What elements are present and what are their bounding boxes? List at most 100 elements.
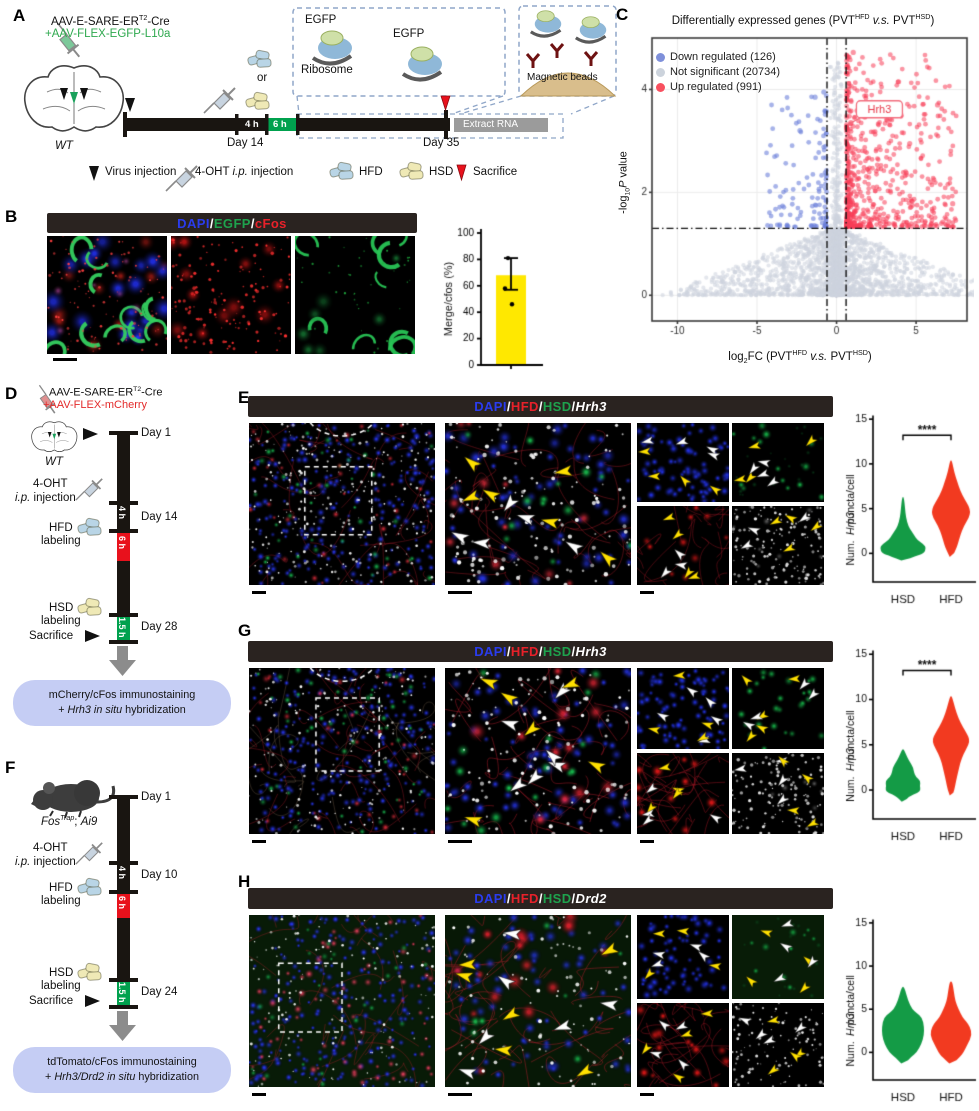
hsd-food-icon — [244, 91, 270, 110]
hfd-food-icon — [76, 877, 102, 896]
panel-f: F — [5, 752, 237, 1111]
hfd-food-icon — [76, 517, 102, 536]
day10-label: Day 10 — [141, 869, 178, 881]
c-title: Differentially expressed genes (PVTHFD v… — [671, 13, 935, 27]
panel-g: G DAPI / HFD / HSD / Hrh3 — [235, 615, 979, 855]
panel-h-label: H — [238, 872, 251, 891]
e-zoom-merged-image — [445, 423, 631, 585]
hfd-food-icon — [246, 49, 272, 68]
segment-4h-label: 4 h — [117, 506, 127, 520]
h-violin-plot — [843, 898, 979, 1106]
e-channel-header: DAPI / HFD / HSD / Hrh3 — [248, 396, 833, 417]
ribosome-label: Ribosome — [301, 64, 353, 76]
legend-hsd-label: HSD — [429, 166, 454, 178]
virus-injection-arrowhead-icon — [83, 428, 98, 440]
panel-b-label: B — [5, 207, 18, 226]
legend-sacrifice-arrowhead-icon — [456, 164, 467, 182]
e-dapi-channel-image — [637, 423, 729, 502]
d-protocol-line1: mCherry/cFos immunostaining — [48, 688, 196, 701]
scale-bar — [640, 591, 654, 594]
panel-b: B DAPI / EGFP / cFos — [5, 205, 605, 387]
h-zoom-merged-image — [445, 915, 631, 1087]
panel-f-diagram — [31, 780, 138, 1041]
legend-label: Up regulated (991) — [670, 81, 762, 93]
panel-d-diagram — [31, 384, 138, 676]
panel-d: D AAV-E-SARE-ERT2-Cre +AAV-FLEX-mCherry … — [5, 384, 237, 734]
legend-dot — [656, 67, 665, 77]
virus-construct-line2: +AAV-FLEX-mCherry — [43, 399, 148, 411]
g-dapi-channel-image — [637, 668, 729, 749]
e-hrh3-channel-image — [732, 506, 824, 585]
legend-item: Up regulated (991) — [656, 81, 780, 93]
b-channel-header: DAPI / EGFP / cFos — [47, 213, 417, 233]
hsd-segment — [267, 118, 297, 131]
legend-label: Down regulated (126) — [670, 51, 776, 63]
day24-label: Day 24 — [141, 986, 178, 998]
day1-label: Day 1 — [141, 427, 172, 439]
mouse-genotype-label: FosTrap; Ai9 — [41, 814, 98, 828]
b-merged-image — [47, 236, 167, 354]
hfd-label: HFD — [49, 882, 73, 894]
b-cfos-channel-image — [171, 236, 291, 354]
gray-arrow-icon — [109, 646, 136, 676]
virus-construct-line1: AAV-E-SARE-ERT2-Cre — [51, 14, 170, 28]
virus-construct-line1: AAV-E-SARE-ERT2-Cre — [49, 386, 163, 399]
gray-arrow-icon — [109, 1011, 136, 1041]
panel-a-label: A — [13, 6, 26, 25]
ribosome-icon — [311, 29, 354, 66]
extract-rna-box — [454, 118, 548, 132]
h-channel-header: DAPI / HFD / HSD / Drd2 — [248, 888, 833, 909]
g-overview-image — [249, 668, 435, 834]
hfd-label: HFD — [49, 522, 73, 534]
brain-icon — [23, 65, 125, 132]
sacrifice-arrowhead-icon — [85, 630, 100, 642]
legend-hfd-icon — [328, 161, 354, 180]
legend-virus-arrowhead-icon — [89, 166, 99, 181]
panel-h: H DAPI / HFD / HSD / Drd2 — [235, 858, 979, 1111]
hsd-food-icon — [76, 962, 102, 981]
extract-rna-label: Extract RNA — [463, 119, 519, 130]
legend-dot — [656, 82, 665, 92]
hfd-labeling-label: labeling — [41, 895, 81, 907]
oht-label-2: i.p. injection — [15, 492, 76, 504]
virus-construct-line2: +AAV-FLEX-EGFP-L10a — [45, 28, 171, 40]
scale-bar — [252, 591, 266, 594]
oht-label-1: 4-OHT — [33, 478, 68, 490]
segment-6h-label: 6 h — [117, 536, 127, 550]
sacrifice-label: Sacrifice — [29, 995, 74, 1007]
panel-f-label: F — [5, 758, 16, 777]
c-xlabel: log2FC (PVTHFD v.s. PVTHSD) — [728, 349, 872, 366]
legend-label: Not significant (20734) — [670, 66, 781, 78]
h-drd2-channel-image — [732, 1003, 824, 1087]
ribosome-inset-box — [292, 7, 506, 97]
panel-e: E DAPI / HFD / HSD / Hrh3 — [235, 388, 979, 612]
legend-hsd-icon — [398, 161, 424, 180]
segment-4h-label: 4 h — [245, 119, 259, 130]
h-dapi-channel-image — [637, 915, 729, 999]
magnetic-beads-shape — [519, 72, 617, 97]
segment-6h-label: 6 h — [273, 119, 287, 130]
hsd-food-icon — [76, 597, 102, 616]
oht-syringe-icon — [203, 87, 236, 114]
b-bar-chart — [433, 219, 583, 387]
panel-c: C Differentially expressed genes (PVTHFD… — [610, 5, 979, 377]
f-protocol-box: tdTomato/cFos immunostaining + Hrh3/Drd2… — [13, 1047, 231, 1093]
panel-a: A — [5, 5, 617, 202]
f-hsd-segment — [117, 980, 130, 1005]
scale-bar — [53, 358, 77, 361]
scale-bar — [252, 840, 266, 843]
segment-4h-label: 4 h — [117, 866, 127, 880]
mouse-icon — [31, 780, 116, 819]
hsd-label: HSD — [49, 967, 74, 979]
virus-injection-arrowhead-icon — [125, 98, 135, 112]
h-hfd-channel-image — [637, 1003, 729, 1087]
day14-label: Day 14 — [141, 511, 178, 523]
egfp-label-1: EGFP — [305, 14, 337, 26]
brain-icon — [31, 421, 78, 453]
scale-bar — [640, 840, 654, 843]
f-protocol-line2: + Hrh3/Drd2 in situ hybridization — [45, 1071, 199, 1083]
g-hsd-channel-image — [732, 668, 824, 749]
oht-syringe-icon — [74, 841, 104, 865]
scale-bar — [448, 1093, 472, 1096]
